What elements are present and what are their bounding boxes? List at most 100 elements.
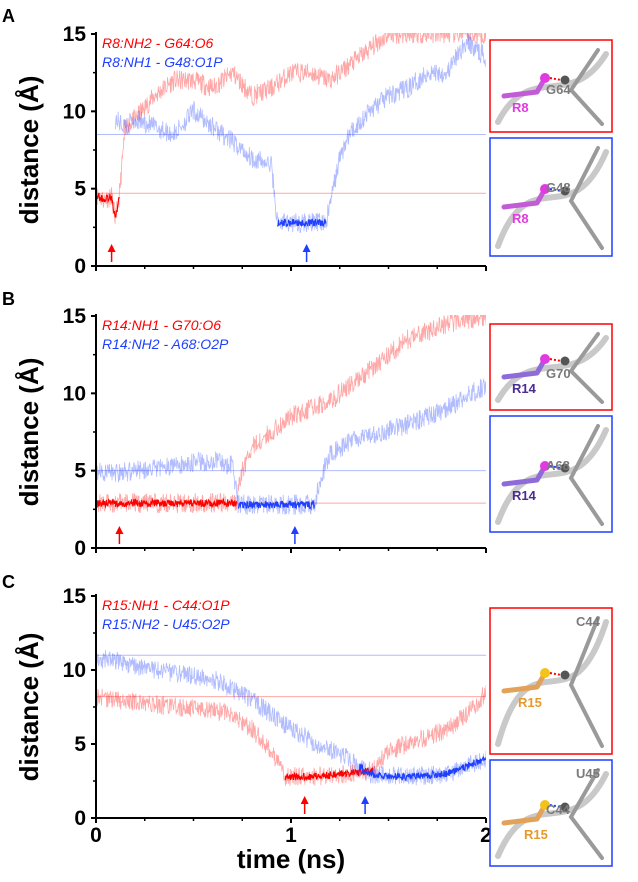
hbond-dash	[549, 188, 562, 192]
inset-label: R8	[512, 211, 529, 226]
backbone-stick	[495, 51, 609, 125]
atom-sphere	[560, 356, 570, 366]
structure-inset: R8 G64	[489, 39, 613, 133]
residue-stick	[501, 186, 548, 210]
series-trace-bound	[96, 191, 120, 218]
y-tick-label: 15	[63, 585, 87, 608]
y-tick-label: 5	[74, 733, 86, 756]
series-trace-bound	[284, 767, 374, 782]
residue-stick	[501, 75, 548, 99]
atom-sphere	[560, 463, 570, 473]
y-tick-label: 10	[63, 382, 86, 405]
structure-inset: C44 R15	[489, 607, 613, 755]
event-arrow-head	[107, 244, 116, 252]
inset-label: R15	[518, 695, 542, 710]
y-tick-label: 0	[74, 807, 86, 830]
atom-sphere	[560, 75, 570, 85]
nucleotide-stick	[568, 146, 604, 250]
structure-inset: R8 G48	[489, 137, 613, 257]
nucleotide-stick	[568, 768, 604, 860]
y-axis-label: distance (Å)	[14, 76, 44, 225]
inset-label: R15	[524, 827, 548, 842]
series-trace-bound	[96, 497, 237, 509]
panel-label: C	[2, 572, 15, 592]
data-area	[96, 33, 486, 234]
backbone-stick	[495, 619, 609, 747]
legend-entry: R14:NH2 - A68:O2P	[102, 336, 229, 352]
y-tick-label: 5	[74, 178, 86, 201]
y-tick-label: 15	[63, 305, 87, 328]
hbond-dash	[549, 672, 562, 676]
event-arrow-head	[115, 526, 124, 534]
inset-label: A68	[546, 458, 570, 473]
nucleotide-stick	[568, 616, 604, 748]
structure-inset: U45 C44 R15	[489, 759, 613, 867]
inset-label: G70	[546, 366, 571, 381]
inset-label: R8	[512, 100, 529, 115]
inset-label: U45	[576, 766, 600, 781]
structure-inset: R14 A68	[489, 415, 613, 533]
x-tick-label: 2	[480, 824, 492, 847]
inset-label: G48	[546, 180, 571, 195]
series-trace-bound	[277, 218, 327, 228]
series-trace-bound	[358, 756, 486, 782]
atom-sphere	[540, 461, 550, 471]
residue-stick	[501, 463, 548, 487]
y-tick-label: 0	[74, 255, 86, 278]
legend-entry: R14:NH1 - G70:O6	[102, 317, 221, 333]
series-trace-faint	[96, 33, 486, 224]
event-arrow-head	[290, 526, 299, 534]
y-tick-label: 10	[63, 100, 86, 123]
hbond-dash	[549, 358, 562, 362]
data-area	[96, 649, 486, 786]
y-axis-label: distance (Å)	[14, 358, 44, 507]
atom-sphere	[560, 186, 570, 196]
atom-sphere	[540, 184, 550, 194]
inset-label: C44	[546, 802, 571, 817]
nucleotide-stick	[568, 332, 604, 404]
y-tick-label: 15	[63, 23, 87, 46]
series-trace-bound	[238, 499, 315, 511]
hbond-dash	[549, 465, 562, 469]
inset-label: R14	[512, 381, 537, 396]
legend-entry: R8:NH2 - G64:O6	[102, 35, 213, 51]
atom-sphere	[540, 73, 550, 83]
hbond-dash	[549, 804, 562, 808]
event-arrow-head	[361, 796, 370, 804]
legend-entry: R15:NH2 - U45:O2P	[102, 616, 230, 632]
atom-sphere	[560, 670, 570, 680]
y-tick-label: 10	[63, 659, 86, 682]
structure-inset: R14 G70	[489, 323, 613, 411]
residue-stick	[501, 670, 548, 694]
legend-entry: R8:NH1 - G48:O1P	[102, 54, 223, 70]
panel-label: A	[2, 6, 15, 26]
inset-label: R14	[512, 488, 537, 503]
residue-stick	[501, 356, 548, 380]
series-trace-faint	[96, 315, 486, 514]
residue-stick	[501, 802, 548, 826]
atom-sphere	[560, 802, 570, 812]
hbond-dash	[549, 77, 562, 81]
nucleotide-stick	[568, 424, 604, 526]
data-area	[96, 315, 486, 515]
backbone-stick	[495, 149, 609, 249]
x-axis-label: time (ns)	[237, 844, 345, 874]
y-axis-label: distance (Å)	[14, 633, 44, 782]
legend-entry: R15:NH1 - C44:O1P	[102, 597, 230, 613]
x-tick-label: 0	[90, 824, 102, 847]
nucleotide-stick	[568, 48, 604, 126]
atom-sphere	[540, 800, 550, 810]
series-trace-faint	[115, 33, 486, 234]
y-tick-label: 0	[74, 537, 86, 560]
panel-label: B	[2, 289, 15, 309]
series-trace-faint	[96, 649, 486, 786]
series-trace-faint	[96, 685, 486, 786]
backbone-stick	[495, 771, 609, 859]
event-arrow-head	[300, 796, 309, 804]
inset-label: C44	[576, 614, 601, 629]
backbone-stick	[495, 427, 609, 525]
